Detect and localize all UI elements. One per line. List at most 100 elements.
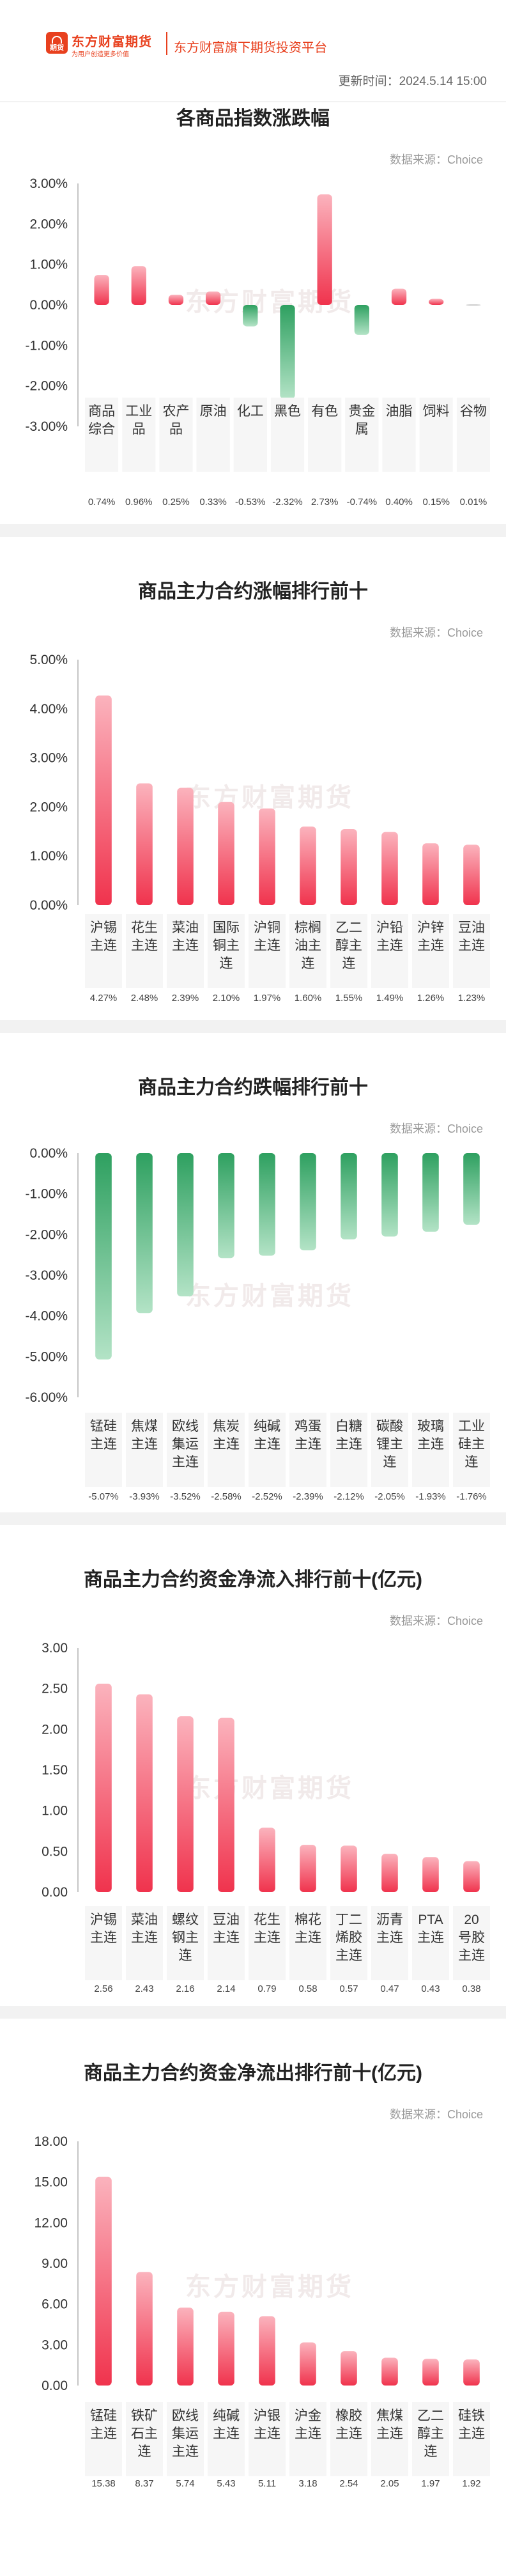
category-label-line: 锰硅 [90, 1419, 117, 1434]
category-label-line: 锂主 [376, 1437, 403, 1452]
y-tick-label: 1.00% [29, 849, 68, 864]
category-label-line: 沪银 [254, 2409, 280, 2423]
category-label-line: 醇主 [417, 2426, 444, 2441]
y-tick-label: 1.50 [42, 1763, 68, 1778]
category-label: 欧线集运主连 [172, 2409, 199, 2459]
watermark: 东方财富期货 [185, 2273, 354, 2301]
data-source: 数据来源：Choice [389, 1122, 483, 1135]
category-label-line: 焦煤 [131, 1419, 158, 1434]
category-label-bg [159, 398, 193, 472]
category-label-line: 螺纹 [172, 1913, 199, 1927]
category-label: 有色 [311, 404, 338, 419]
category-label: 豆油主连 [458, 920, 485, 953]
category-label-line: 20 [464, 1913, 479, 1927]
category-label-line: 主连 [458, 938, 485, 953]
category-label-line: 主连 [376, 2426, 403, 2441]
brand-logo-icon: 期货 [46, 32, 68, 54]
category-label-line: 主连 [335, 2426, 362, 2441]
data-label: 0.47 [380, 1983, 399, 1994]
category-label-line: 豆油 [213, 1913, 240, 1927]
category-label: 商品综合 [88, 404, 115, 437]
category-label-line: 主连 [172, 2444, 199, 2459]
bar [354, 305, 369, 335]
brand-divider [166, 32, 167, 55]
bar [95, 1684, 112, 1892]
chart-panel: 商品主力合约资金净流入排行前十(亿元) 数据来源：Choice 东方财富期货 3.00… [0, 1525, 506, 2006]
category-label-line: 橡胶 [335, 2409, 362, 2423]
bar [218, 1718, 234, 1892]
data-label: 2.73% [311, 497, 339, 508]
category-label-bg [85, 398, 119, 472]
chart-panel: 商品主力合约涨幅排行前十 数据来源：Choice 东方财富期货 5.00% 4.00% 3… [0, 537, 506, 1020]
category-label: 黑色 [274, 404, 301, 419]
category-label-line: 玻璃 [417, 1419, 444, 1434]
y-tick-label: 3.00% [29, 751, 68, 766]
bar [422, 843, 439, 905]
bar [381, 2357, 398, 2386]
bar [391, 288, 407, 305]
category-label: PTA 主连 [417, 1913, 444, 1945]
category-label-line: 沪锌 [417, 920, 444, 935]
y-tick-label: 12.00 [34, 2215, 68, 2230]
data-label: 0.57 [339, 1983, 358, 1994]
category-label-line: 有色 [311, 404, 338, 419]
category-label: 国际铜主连 [213, 920, 240, 971]
data-label: 0.33% [199, 497, 227, 508]
category-label-line: 主连 [376, 1930, 403, 1945]
category-label-line: 主连 [90, 2426, 117, 2441]
bar [381, 832, 398, 905]
category-label: 沥青主连 [376, 1913, 403, 1945]
category-label-line: 品 [169, 422, 183, 437]
category-label-line: 乙二 [335, 920, 362, 935]
bar [463, 2359, 480, 2386]
category-label-line: 硅主 [458, 1437, 485, 1452]
data-label: 0.96% [125, 497, 153, 508]
bar [381, 1854, 398, 1892]
category-label-line: 焦煤 [376, 2409, 403, 2423]
bar [243, 305, 258, 327]
category-label-line: 铁矿 [131, 2409, 158, 2423]
data-label: 2.39% [172, 993, 199, 1004]
category-label-bg [249, 2402, 286, 2476]
category-label-line: 主连 [172, 1455, 199, 1470]
data-label: -3.93% [129, 1491, 160, 1502]
bar [168, 295, 184, 305]
watermark: 东方财富期货 [185, 784, 354, 812]
category-label: 锰硅主连 [90, 2409, 117, 2441]
data-label: -0.53% [235, 497, 266, 508]
category-label: 焦煤主连 [376, 2409, 403, 2441]
bar [95, 695, 112, 905]
category-label-line: 主连 [172, 938, 199, 953]
category-label-line: 主连 [376, 938, 403, 953]
data-label: 1.23% [458, 993, 486, 1004]
category-label-bg [330, 1413, 367, 1487]
data-label: 2.54 [339, 2478, 358, 2489]
category-label-bg [412, 1413, 449, 1487]
category-label-bg [289, 1413, 326, 1487]
category-label: 菜油主连 [172, 920, 199, 953]
category-label-bg [371, 914, 408, 988]
y-tick-label: 0.00% [29, 1146, 68, 1161]
y-tick-label: 1.00 [42, 1804, 68, 1819]
category-label-line: 纯碱 [254, 1419, 280, 1434]
category-label-line: 油脂 [386, 404, 413, 419]
category-label-line: 钢主 [172, 1930, 199, 1945]
category-label-line: 连 [465, 1455, 479, 1470]
bar [259, 1153, 275, 1256]
category-label: 乙二醇主连 [335, 920, 362, 971]
category-label-bg [167, 2402, 204, 2476]
y-tick-label: -6.00% [25, 1390, 68, 1405]
data-label: 0.40% [385, 497, 413, 508]
brand-logo-text: 期货 [50, 44, 64, 52]
category-label-line: 锰硅 [90, 2409, 117, 2423]
category-label-line: 沪金 [295, 2409, 321, 2423]
bar [259, 1827, 275, 1892]
category-label-line: 主连 [213, 1437, 240, 1452]
bar [206, 291, 221, 305]
y-tick-label: 1.00% [29, 258, 68, 272]
category-label-line: 主连 [90, 1930, 117, 1945]
category-label: 白糖主连 [335, 1419, 362, 1452]
category-label-line: 主连 [131, 938, 158, 953]
category-label-line: 连 [138, 2444, 151, 2459]
category-label: 贵金属 [348, 404, 375, 437]
